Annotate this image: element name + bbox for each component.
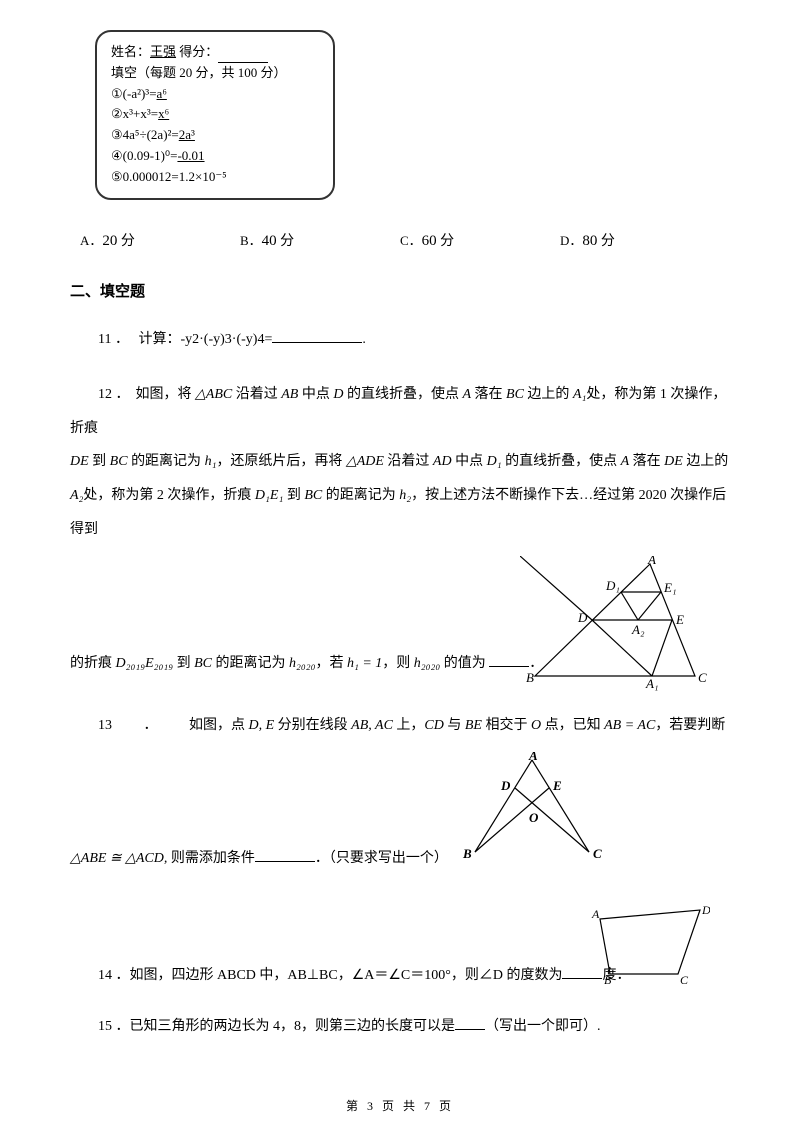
svg-text:O: O — [529, 810, 539, 825]
option-d: D．80 分 — [560, 230, 720, 250]
svg-text:E: E — [675, 612, 684, 627]
q11-text-a: 计算：-y2·(-y)3·(-y)4= — [138, 332, 272, 347]
section-title-2: 二、填空题 — [70, 280, 730, 301]
svg-text:C: C — [593, 846, 602, 861]
q11-blank — [272, 329, 362, 343]
svg-text:D: D — [500, 778, 511, 793]
q11-num: 11 ． — [98, 332, 129, 347]
question-15: 15 ．已知三角形的两边长为 4，8，则第三边的长度可以是（写出一个即可）. — [70, 1010, 730, 1044]
q15-num: 15 ． — [98, 1019, 130, 1034]
q14-quad-svg: A D B C — [590, 904, 710, 984]
svg-text:D: D — [577, 610, 588, 625]
svg-text:C: C — [680, 973, 689, 984]
page-footer: 第 3 页 共 7 页 — [0, 1097, 800, 1114]
svg-text:E: E — [552, 778, 562, 793]
question-14: A D B C 14 ．如图，四边形 ABCD 中，AB⊥BC，∠A＝∠C＝10… — [70, 904, 730, 993]
score-label: 得分： — [179, 44, 218, 59]
svg-text:A: A — [528, 752, 538, 763]
svg-text:A: A — [591, 907, 600, 921]
name-label: 姓名： — [111, 44, 150, 59]
svg-text:B: B — [604, 973, 612, 984]
q15-blank — [455, 1016, 485, 1030]
question-13: 13 ． 如图，点 D, E 分别在线段 AB, AC 上，CD 与 BE 相交… — [70, 709, 730, 876]
scorebox-item2: ②x³+x³=x⁶ — [111, 104, 319, 125]
question-11: 11 ． 计算：-y2·(-y)3·(-y)4=. — [70, 323, 730, 357]
option-c: C．60 分 — [400, 230, 560, 250]
scorebox-item4: ④(0.09-1)⁰=-0.01 — [111, 146, 319, 167]
svg-text:B: B — [526, 670, 534, 685]
q13-blank — [255, 848, 315, 862]
q12-num: 12 ． — [98, 387, 130, 402]
svg-text:A₁: A₁ — [645, 676, 658, 691]
svg-text:B: B — [462, 846, 472, 861]
scorebox-item1: ①(-a²)³=a⁶ — [111, 84, 319, 105]
q13-num: 13 — [98, 718, 112, 733]
svg-text:C: C — [698, 670, 707, 685]
name-value: 王强 — [150, 44, 176, 59]
scorebox-item3: ③4a⁵÷(2a)²=2a³ — [111, 125, 319, 146]
scorebox-item5: ⑤0.000012=1.2×10⁻⁵ — [111, 167, 319, 188]
q13-triangle-svg: A B C D E O — [457, 752, 607, 862]
option-a: A．20 分 — [80, 230, 240, 250]
q11-text-b: . — [362, 332, 366, 347]
scorebox-line1: 姓名：王强 得分： — [111, 42, 319, 63]
option-b: B．40 分 — [240, 230, 400, 250]
score-box: 姓名：王强 得分： 填空（每题 20 分，共 100 分） ①(-a²)³=a⁶… — [95, 30, 335, 200]
svg-text:D: D — [701, 904, 710, 917]
fill-label: 填空（每题 20 分，共 100 分） — [111, 63, 319, 84]
svg-text:A₂: A₂ — [631, 622, 645, 637]
svg-text:A: A — [647, 556, 656, 567]
question-12: 12 ．如图，将 △ABC 沿着过 AB 中点 D 的直线折叠，使点 A 落在 … — [70, 378, 730, 680]
options-row: A．20 分 B．40 分 C．60 分 D．80 分 — [70, 230, 730, 250]
q12-triangle-svg: A B C D E D₁ E₁ A₁ A₂ — [520, 556, 710, 691]
svg-text:E₁: E₁ — [663, 580, 676, 595]
svg-text:D₁: D₁ — [605, 578, 620, 593]
q14-num: 14 ． — [98, 968, 130, 983]
